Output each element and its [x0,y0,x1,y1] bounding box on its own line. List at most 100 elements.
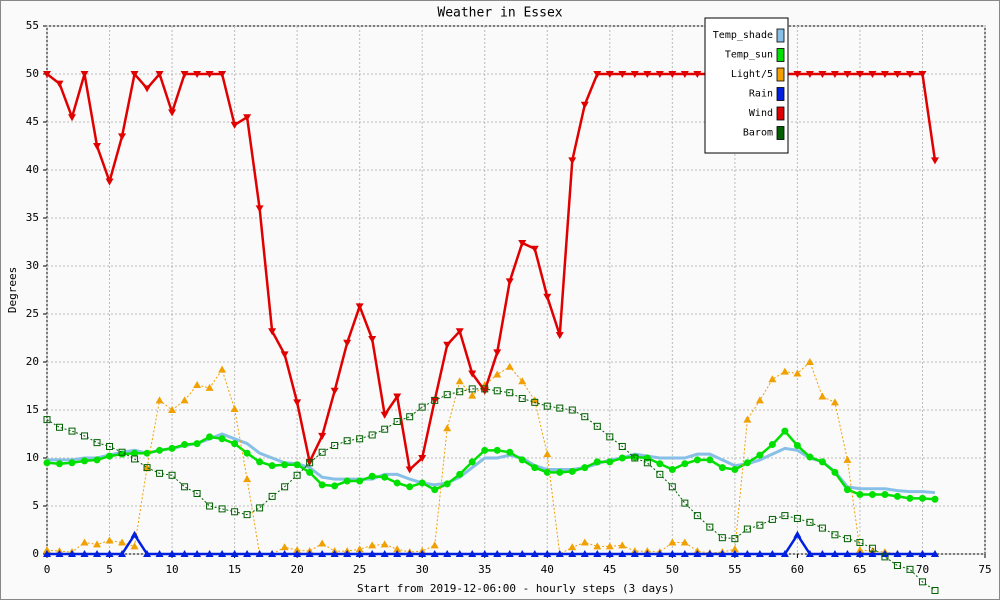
point [443,550,452,557]
point [56,460,64,468]
point [293,399,302,407]
point [793,71,802,78]
point [605,542,614,550]
point [168,444,176,452]
point [180,550,189,557]
point [443,341,452,349]
point [393,545,402,553]
point [718,464,726,472]
point [80,550,89,557]
point [218,71,227,78]
point [743,550,752,557]
point [480,550,489,557]
point [568,467,576,475]
point [256,504,264,512]
point [855,550,864,557]
x-tick-label: 70 [916,563,929,576]
x-tick-label: 10 [165,563,178,576]
point [281,461,289,469]
point [905,550,914,557]
point [43,546,51,554]
point [755,396,764,404]
point [818,524,826,532]
point [68,550,77,557]
point [505,278,514,286]
point [43,71,51,78]
point [318,550,327,557]
point [393,393,402,401]
point [218,365,227,373]
point [631,454,639,462]
legend-swatch [776,106,785,121]
point [381,425,389,433]
point [606,433,614,441]
point [693,71,702,78]
point [93,540,102,548]
point [55,80,64,88]
point [418,455,427,462]
point [193,440,201,448]
point [205,383,214,391]
point [206,433,214,441]
point [168,109,177,117]
point [205,71,214,78]
point [243,114,252,122]
point [193,550,202,557]
point [543,402,551,410]
point [518,550,527,557]
point [805,358,814,365]
point [731,535,739,543]
point [43,459,51,467]
point [543,468,551,476]
point [643,454,651,462]
point [568,543,577,551]
point [518,239,527,247]
point [331,442,339,450]
point [106,452,114,460]
point [493,550,502,557]
point [718,534,726,542]
legend-label: Wind [749,108,773,119]
point [518,377,527,385]
point [256,458,264,466]
point [468,385,476,393]
y-tick-label: 40 [26,163,39,176]
legend-label: Rain [749,89,773,100]
point [506,389,514,397]
point [380,550,389,557]
point [105,550,114,557]
point [568,157,577,165]
point [330,387,339,395]
point [556,404,564,412]
series-line [46,388,936,591]
point [156,469,164,477]
point [443,480,451,488]
point [293,546,302,554]
point [618,550,627,557]
point [168,471,176,479]
legend-box [704,17,789,154]
point [431,396,439,404]
point [80,538,89,546]
point [843,486,851,494]
legend-swatch [776,67,785,82]
point [255,550,264,557]
point [205,550,214,557]
point [830,550,839,557]
point [268,550,277,557]
point [818,71,827,78]
point [643,71,652,78]
point [118,550,127,557]
point [818,458,826,466]
point [681,499,689,507]
x-tick-label: 40 [541,563,554,576]
point [555,332,564,340]
point [193,381,202,389]
y-tick-label: 35 [26,211,39,224]
point [793,530,802,538]
point [393,418,401,426]
point [143,464,151,472]
point [131,449,139,457]
point [405,550,414,557]
